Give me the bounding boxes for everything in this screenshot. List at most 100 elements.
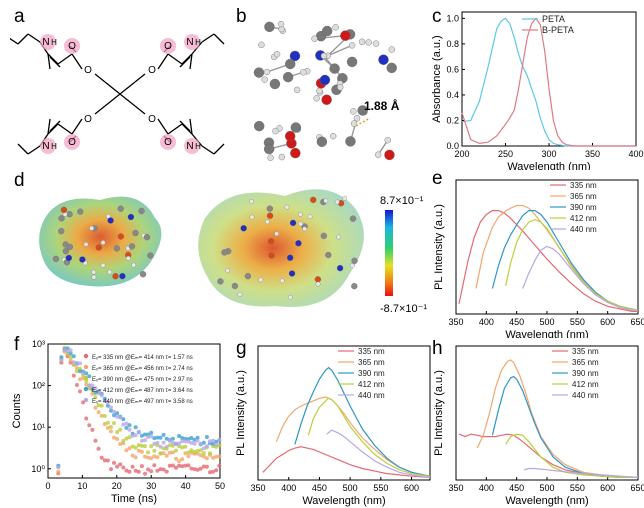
decay-point xyxy=(84,382,89,387)
decay-point xyxy=(152,448,157,453)
decay-point xyxy=(195,467,200,472)
decay-point xyxy=(177,463,182,468)
series-line xyxy=(275,396,431,477)
decay-point xyxy=(158,444,163,449)
decay-point xyxy=(139,443,144,448)
series-line xyxy=(491,210,639,311)
panel-label-d: d xyxy=(14,170,25,191)
x-tick-label: 350 xyxy=(585,149,600,159)
decay-point xyxy=(158,451,163,456)
chart-absorbance: 200 250 300 350 400 Wavelength (nm) Absorbance… xyxy=(431,11,644,170)
decay-point xyxy=(90,383,95,388)
atom xyxy=(258,41,265,49)
legend-swatch xyxy=(83,397,89,403)
atom xyxy=(263,143,275,155)
atom xyxy=(321,94,332,105)
y-axis-label: PL Intensity (a.u.) xyxy=(235,370,247,456)
atom xyxy=(314,276,322,283)
decay-point xyxy=(198,453,203,458)
atom xyxy=(289,50,301,62)
decay-point xyxy=(174,441,178,446)
decay-point xyxy=(139,438,144,443)
decay-point xyxy=(115,464,120,469)
decay-point xyxy=(211,441,216,446)
decay-point xyxy=(204,456,209,461)
o-atom-label: O xyxy=(84,65,92,76)
atom xyxy=(128,243,136,250)
atom xyxy=(313,95,320,102)
atom xyxy=(131,262,137,268)
decay-point xyxy=(204,435,209,439)
atom xyxy=(320,232,327,239)
decay-point xyxy=(78,361,82,366)
decay-point xyxy=(124,425,129,430)
decay-point xyxy=(90,391,95,396)
atom xyxy=(127,213,135,221)
series-line xyxy=(326,429,431,478)
decay-point xyxy=(180,439,185,444)
decay-point xyxy=(121,465,126,470)
atom xyxy=(302,226,308,232)
decay-point xyxy=(170,440,175,445)
decay-point xyxy=(90,386,95,391)
decay-point xyxy=(164,453,169,458)
atom xyxy=(221,249,228,256)
decay-point xyxy=(115,411,120,416)
decay-point xyxy=(201,446,206,451)
decay-point xyxy=(121,417,126,422)
decay-point xyxy=(93,395,98,400)
decay-point xyxy=(139,449,144,454)
decay-point xyxy=(78,369,82,374)
series-line xyxy=(522,245,638,311)
decay-point xyxy=(136,429,141,434)
decay-point xyxy=(201,464,206,469)
decay-point xyxy=(149,444,154,449)
n-atom-label: N xyxy=(186,37,193,48)
esp-color-scale xyxy=(385,210,393,296)
decay-point xyxy=(183,463,188,468)
decay-point xyxy=(68,355,73,360)
decay-point xyxy=(124,468,129,473)
atom xyxy=(79,256,86,263)
x-axis-label: Wavelength (nm) xyxy=(505,329,588,338)
atom xyxy=(253,120,265,132)
atom xyxy=(384,149,395,161)
decay-point xyxy=(56,465,61,470)
decay-point xyxy=(105,403,110,408)
x-axis-label: Wavelength (nm) xyxy=(505,495,588,507)
atom xyxy=(340,30,351,41)
decay-point xyxy=(143,444,147,449)
x-tick-label: 500 xyxy=(343,483,358,493)
panel-label-b: b xyxy=(236,6,247,27)
decay-point xyxy=(118,462,123,467)
decay-point xyxy=(56,469,61,474)
atom xyxy=(125,255,131,261)
decay-point xyxy=(161,451,166,456)
legend-entry: 412 nm xyxy=(570,214,597,223)
legend-entry: Eₓ= 412 nm @Eₘ= 487 nm τ= 3.64 ns xyxy=(92,388,193,394)
h-atom-label: H xyxy=(195,142,201,151)
atom xyxy=(147,252,154,259)
legend-entry: 365 nm xyxy=(358,358,385,367)
atom xyxy=(268,252,275,259)
atom xyxy=(263,68,271,76)
n-atom-label: N xyxy=(186,141,193,152)
decay-point xyxy=(93,405,98,410)
decay-point xyxy=(155,455,160,460)
decay-point xyxy=(102,422,107,426)
decay-point xyxy=(84,371,89,376)
decay-point xyxy=(161,467,166,472)
atom xyxy=(95,244,102,251)
x-tick-label: 650 xyxy=(630,317,644,327)
decay-point xyxy=(133,455,138,460)
decay-point xyxy=(71,373,76,378)
decay-point xyxy=(146,467,151,472)
atom xyxy=(319,74,331,86)
atom xyxy=(345,136,356,147)
x-tick-label: 450 xyxy=(509,483,524,493)
x-tick-label: 350 xyxy=(250,483,265,493)
series-line xyxy=(461,17,636,147)
atom xyxy=(300,69,307,76)
plot-frame xyxy=(47,343,221,479)
legend-swatch xyxy=(83,364,89,370)
